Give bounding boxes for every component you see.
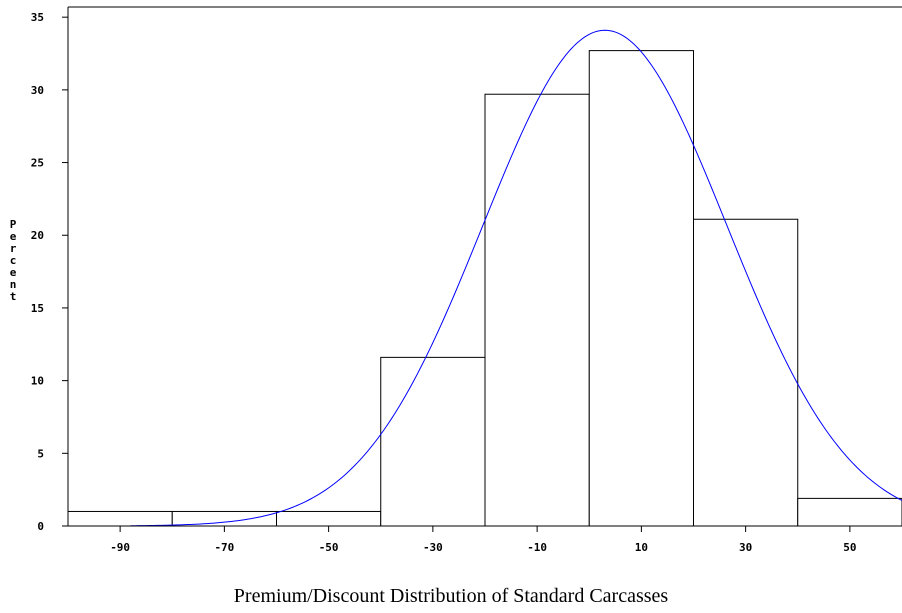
- y-tick-label: 15: [31, 302, 44, 315]
- y-axis-label-letter: e: [10, 266, 17, 279]
- histogram-bar-3: [276, 510, 382, 527]
- x-tick-label: -90: [110, 541, 130, 554]
- y-tick-label: 25: [31, 157, 44, 170]
- histogram-bar-4: [380, 356, 486, 527]
- y-tick-label: 5: [37, 447, 44, 460]
- histogram-bars: [67, 50, 902, 527]
- histogram-bar-8: [797, 497, 902, 527]
- y-axis-label-letter: P: [10, 218, 17, 231]
- y-tick-label: 0: [37, 520, 44, 533]
- x-tick-label: 50: [843, 541, 856, 554]
- y-tick-label: 10: [31, 375, 44, 388]
- x-tick-label: 30: [739, 541, 752, 554]
- y-axis-label-letter: c: [10, 254, 17, 267]
- y-axis-label-letter: e: [10, 230, 17, 243]
- x-tick-label: -30: [423, 541, 443, 554]
- y-axis-ticks: 0 5 10 15 20 25 30 35: [31, 11, 68, 533]
- y-tick-label: 35: [31, 11, 44, 24]
- histogram-bar-6: [588, 50, 694, 527]
- x-tick-label: -50: [319, 541, 339, 554]
- histogram-bar-2: [171, 510, 277, 527]
- x-tick-label: 10: [635, 541, 648, 554]
- y-tick-label: 20: [31, 229, 44, 242]
- x-axis-ticks: -90 -70 -50 -30 -10 10 30 50: [110, 526, 857, 554]
- y-axis-label-letter: n: [10, 278, 17, 291]
- axes: [67, 6, 902, 527]
- y-axis-label-letter: t: [10, 290, 17, 303]
- histogram-bar-1: [67, 510, 173, 527]
- x-tick-label: -10: [527, 541, 547, 554]
- y-tick-label: 30: [31, 84, 44, 97]
- normal-curve: [130, 29, 902, 527]
- histogram-bar-7: [693, 218, 799, 527]
- y-axis-label-letter: r: [10, 242, 17, 255]
- histogram-bar-5: [484, 93, 590, 527]
- x-tick-label: -70: [214, 541, 234, 554]
- x-axis-label: Premium/Discount Distribution of Standar…: [233, 585, 669, 607]
